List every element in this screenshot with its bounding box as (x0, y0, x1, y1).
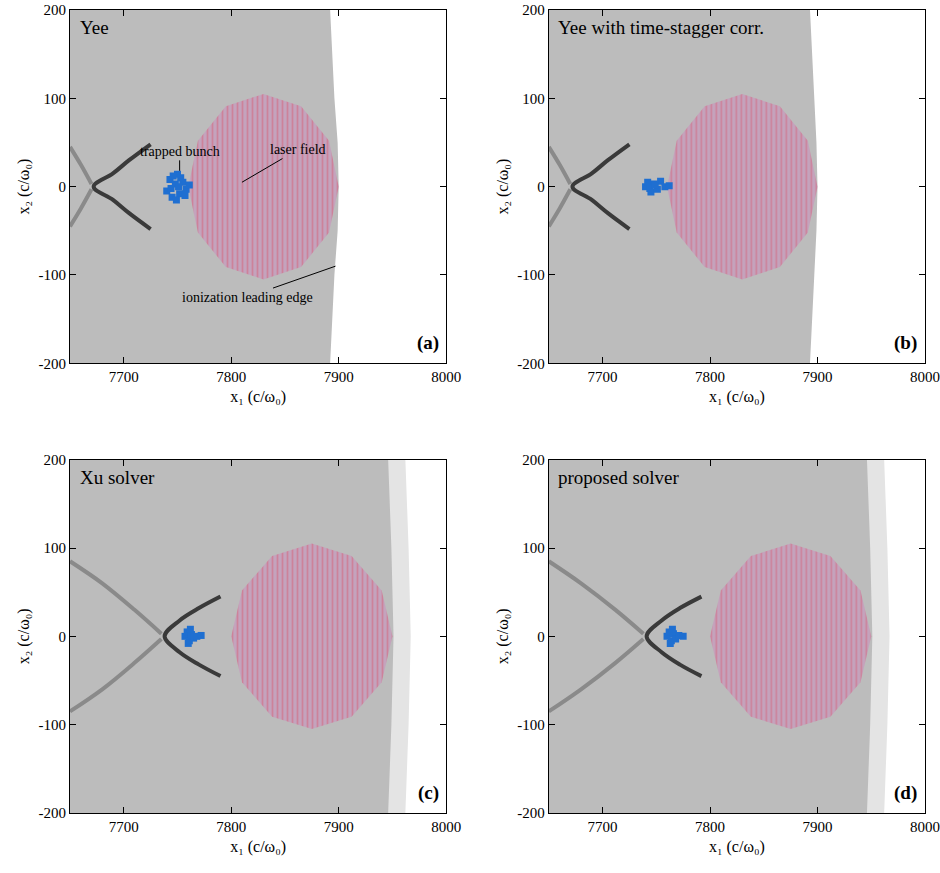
svg-text:0: 0 (59, 629, 67, 645)
svg-text:x₁ (c/ω₀): x₁ (c/ω₀) (709, 838, 765, 856)
svg-text:(a): (a) (417, 332, 439, 354)
svg-text:7700: 7700 (109, 819, 139, 835)
svg-text:8000: 8000 (431, 819, 461, 835)
svg-text:trapped bunch: trapped bunch (140, 144, 220, 159)
svg-text:7900: 7900 (803, 369, 833, 385)
svg-text:-200: -200 (517, 356, 545, 372)
svg-text:-100: -100 (39, 267, 67, 283)
svg-text:ionization leading edge: ionization leading edge (182, 290, 313, 305)
svg-text:7800: 7800 (695, 369, 725, 385)
svg-text:laser field: laser field (270, 142, 326, 157)
svg-text:7700: 7700 (588, 369, 618, 385)
svg-text:x₂ (c/ω₀): x₂ (c/ω₀) (15, 608, 33, 664)
svg-text:Yee: Yee (80, 17, 109, 38)
svg-text:x₂ (c/ω₀): x₂ (c/ω₀) (494, 159, 512, 215)
svg-text:proposed solver: proposed solver (558, 467, 680, 488)
svg-text:100: 100 (522, 91, 545, 107)
svg-text:Yee with time-stagger corr.: Yee with time-stagger corr. (558, 17, 764, 38)
svg-text:-200: -200 (39, 805, 67, 821)
svg-text:x₂ (c/ω₀): x₂ (c/ω₀) (494, 608, 512, 664)
svg-text:7700: 7700 (588, 819, 618, 835)
svg-text:-100: -100 (39, 717, 67, 733)
svg-text:x₁ (c/ω₀): x₁ (c/ω₀) (230, 388, 286, 406)
svg-text:100: 100 (44, 540, 67, 556)
svg-text:7800: 7800 (216, 369, 246, 385)
svg-text:-100: -100 (517, 717, 545, 733)
svg-text:(b): (b) (894, 332, 917, 354)
svg-text:0: 0 (537, 629, 545, 645)
svg-text:7800: 7800 (695, 819, 725, 835)
svg-text:7900: 7900 (324, 819, 354, 835)
svg-text:Xu solver: Xu solver (80, 467, 155, 488)
svg-text:8000: 8000 (431, 369, 461, 385)
svg-text:(d): (d) (894, 782, 917, 804)
svg-text:100: 100 (44, 91, 67, 107)
svg-text:7900: 7900 (324, 369, 354, 385)
svg-text:200: 200 (522, 2, 545, 18)
svg-text:200: 200 (522, 452, 545, 468)
svg-text:x₁ (c/ω₀): x₁ (c/ω₀) (709, 388, 765, 406)
svg-text:8000: 8000 (910, 369, 940, 385)
svg-text:8000: 8000 (910, 819, 940, 835)
svg-text:x₁ (c/ω₀): x₁ (c/ω₀) (230, 838, 286, 856)
svg-text:-200: -200 (39, 356, 67, 372)
svg-text:200: 200 (44, 452, 67, 468)
svg-text:200: 200 (44, 2, 67, 18)
svg-text:100: 100 (522, 540, 545, 556)
svg-text:-200: -200 (517, 805, 545, 821)
svg-text:7900: 7900 (803, 819, 833, 835)
svg-text:7700: 7700 (109, 369, 139, 385)
svg-text:7800: 7800 (216, 819, 246, 835)
svg-text:0: 0 (59, 179, 67, 195)
svg-text:x₂ (c/ω₀): x₂ (c/ω₀) (15, 159, 33, 215)
svg-text:0: 0 (537, 179, 545, 195)
svg-text:-100: -100 (517, 267, 545, 283)
svg-text:(c): (c) (418, 782, 439, 804)
